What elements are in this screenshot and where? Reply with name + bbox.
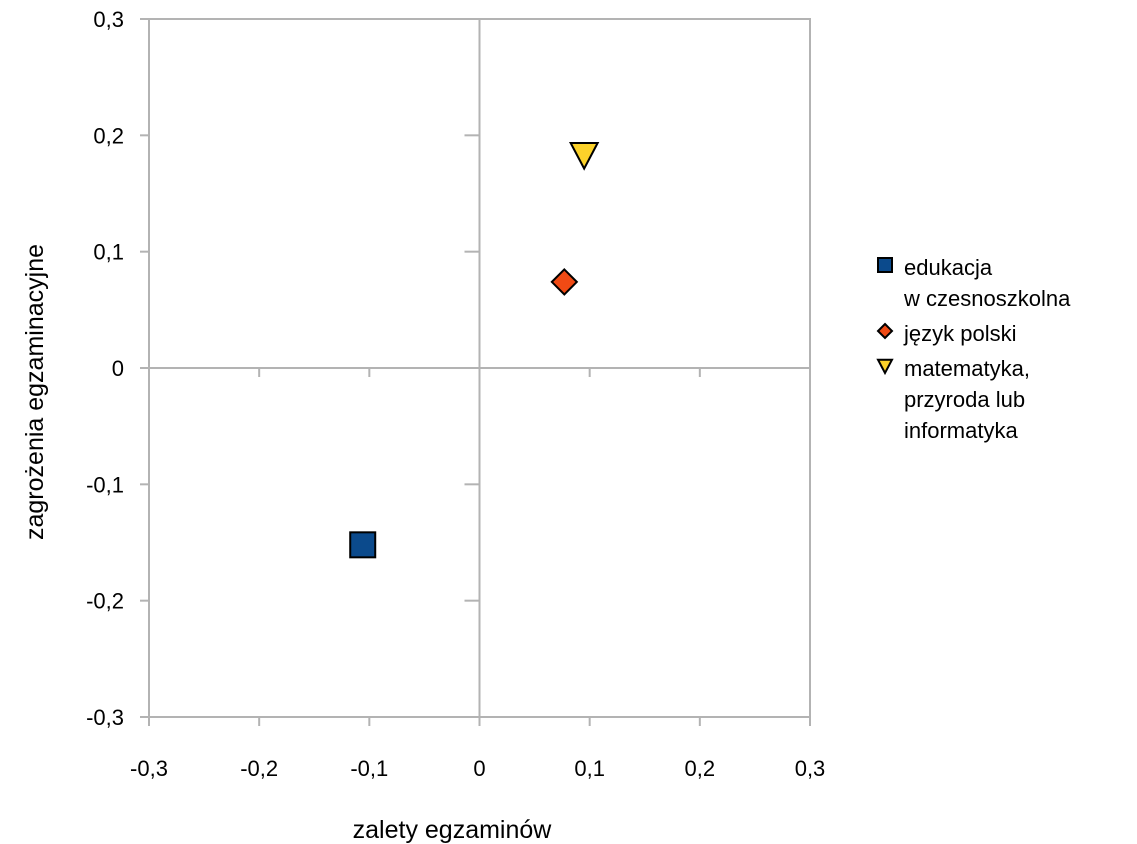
- y-tick-label: -0,2: [86, 589, 124, 614]
- legend-label: przyroda lub: [904, 387, 1025, 412]
- y-tick-label: -0,1: [86, 472, 124, 497]
- data-point-triangle-down: [569, 141, 600, 171]
- y-tick-label: 0,1: [93, 240, 124, 265]
- axis-ticks: [140, 18, 811, 726]
- legend-label: w czesnoszkolna: [903, 286, 1071, 311]
- y-tick-label: 0: [112, 356, 124, 381]
- data-point-square: [349, 531, 377, 559]
- x-tick-label: -0,3: [130, 756, 168, 781]
- y-tick-label: -0,3: [86, 705, 124, 730]
- legend-label: matematyka,: [904, 356, 1030, 381]
- y-tick-label: 0,2: [93, 123, 124, 148]
- legend-label: edukacja: [904, 255, 993, 280]
- data-point-diamond: [550, 267, 579, 296]
- x-tick-label: 0,1: [574, 756, 605, 781]
- x-axis-title: zalety egzaminów: [353, 816, 553, 844]
- data-points: [349, 141, 600, 559]
- x-tick-label: -0,1: [350, 756, 388, 781]
- y-axis-title: zagrożenia egzaminacyjne: [21, 244, 49, 540]
- x-tick-label: 0: [473, 756, 485, 781]
- x-tick-label: -0,2: [240, 756, 278, 781]
- legend-marker-diamond: [876, 322, 894, 340]
- legend-marker-square: [877, 257, 893, 273]
- x-tick-label: 0,2: [685, 756, 716, 781]
- legend-label: informatyka: [904, 418, 1018, 443]
- x-tick-label: 0,3: [795, 756, 826, 781]
- legend-label: język polski: [903, 321, 1016, 346]
- legend-marker-triangle-down: [876, 358, 894, 376]
- tick-labels: -0,3 -0,2 -0,1 0 0,1 0,2 0,3 -0,3 -0,2 -0,1 0 0,1 0,…: [86, 7, 825, 781]
- y-tick-label: 0,3: [93, 7, 124, 32]
- legend: edukacja w czesnoszkolna język polski matem…: [876, 255, 1071, 443]
